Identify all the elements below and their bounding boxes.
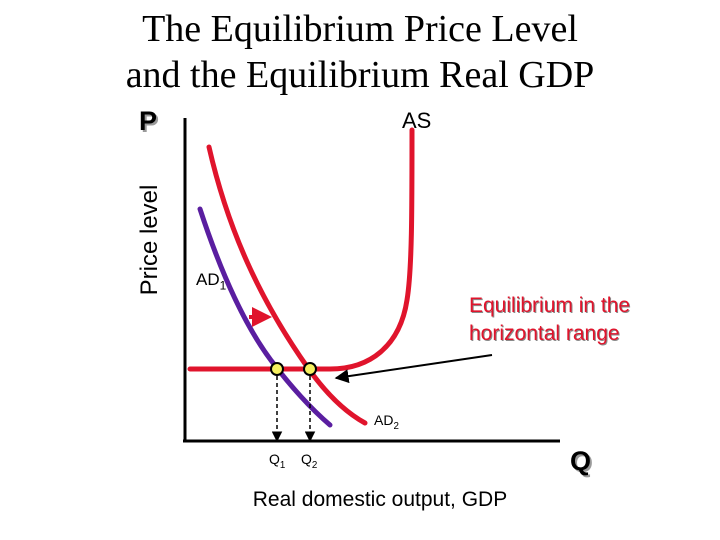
q2-subscript: 2 bbox=[311, 459, 318, 471]
ad1-subscript: 1 bbox=[219, 278, 227, 293]
as-curve-label: AS bbox=[402, 108, 432, 133]
ad2-subscript: 2 bbox=[393, 420, 399, 432]
ad1-text: AD bbox=[196, 270, 220, 289]
q1-subscript: 1 bbox=[279, 459, 286, 471]
equilibrium-point-1 bbox=[270, 362, 284, 376]
ad2-text: AD bbox=[374, 412, 394, 428]
ad1-curve-label: AD1 bbox=[196, 270, 226, 292]
title-line-2: and the Equilibrium Real GDP bbox=[125, 54, 595, 96]
ad2-curve bbox=[206, 144, 368, 426]
q2-text: Q bbox=[301, 451, 312, 467]
as-curve bbox=[187, 127, 415, 372]
x-axis-label: Real domestic output, GDP bbox=[252, 488, 508, 511]
y-axis-label: Price level bbox=[136, 184, 163, 296]
ad1-curve bbox=[197, 206, 333, 428]
equilibrium-point-2 bbox=[303, 362, 317, 376]
q1-text: Q bbox=[269, 451, 280, 467]
annotation-line-1: Equilibrium in the bbox=[469, 294, 631, 317]
slide-title: The Equilibrium Price Level and the Equi… bbox=[0, 6, 720, 98]
x-axis-symbol: Q bbox=[570, 446, 592, 476]
annotation-line-2: horizontal range bbox=[469, 322, 620, 345]
title-line-1: The Equilibrium Price Level bbox=[142, 8, 578, 50]
q1-label: Q1 bbox=[269, 451, 285, 471]
equilibrium-annotation: Equilibrium in the horizontal range bbox=[469, 292, 630, 348]
q2-label: Q2 bbox=[301, 451, 317, 471]
y-axis-symbol: P bbox=[139, 106, 158, 136]
annotation-arrow bbox=[334, 354, 493, 384]
ad2-curve-label: AD2 bbox=[374, 412, 399, 432]
